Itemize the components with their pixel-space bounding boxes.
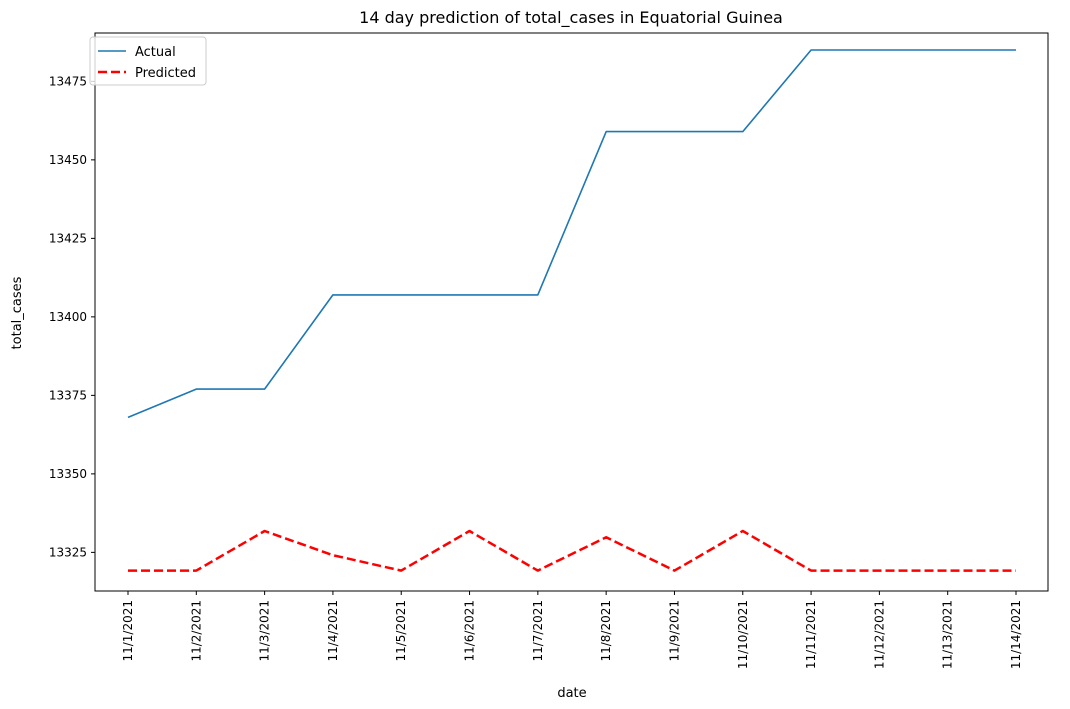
x-tick-label: 11/12/2021 xyxy=(872,600,886,669)
plot-area-frame xyxy=(94,32,1049,592)
y-tick-label: 13325 xyxy=(49,545,87,559)
x-tick-label: 11/3/2021 xyxy=(258,600,272,662)
x-tick-label: 11/1/2021 xyxy=(121,600,135,662)
y-tick-label: 13350 xyxy=(49,467,87,481)
series-lines xyxy=(127,49,1017,572)
y-tick-label: 13425 xyxy=(49,231,87,245)
x-tick-label: 11/6/2021 xyxy=(463,600,477,662)
y-tick-label: 13450 xyxy=(49,153,87,167)
x-tick-label: 11/2/2021 xyxy=(189,600,203,662)
x-tick-label: 11/10/2021 xyxy=(736,600,750,669)
series-line-predicted xyxy=(128,529,1016,572)
x-tick-label: 11/14/2021 xyxy=(1009,600,1023,669)
series-line-actual xyxy=(127,49,1016,419)
legend-label-actual: Actual xyxy=(135,45,176,60)
y-axis: 13325 13350 13375 13400 13425 13450 13475 xyxy=(49,74,95,559)
x-tick-label: 11/13/2021 xyxy=(941,600,955,669)
legend: Actual Predicted xyxy=(89,36,207,86)
y-axis-label: total_cases xyxy=(10,276,25,349)
y-tick-label: 13400 xyxy=(49,310,87,324)
y-tick-label: 13375 xyxy=(49,388,87,402)
legend-label-predicted: Predicted xyxy=(135,66,196,81)
x-axis: 11/1/2021 11/2/2021 11/3/2021 11/4/2021 11/5… xyxy=(121,591,1023,669)
x-tick-label: 11/5/2021 xyxy=(394,600,408,662)
chart-title: 14 day prediction of total_cases in Equa… xyxy=(359,8,783,28)
y-tick-label: 13475 xyxy=(49,74,87,88)
x-tick-label: 11/4/2021 xyxy=(326,600,340,662)
x-tick-label: 11/11/2021 xyxy=(804,600,818,669)
x-tick-label: 11/8/2021 xyxy=(599,600,613,662)
x-tick-label: 11/7/2021 xyxy=(531,600,545,662)
x-tick-label: 11/9/2021 xyxy=(667,600,681,662)
x-axis-label: date xyxy=(557,686,586,701)
